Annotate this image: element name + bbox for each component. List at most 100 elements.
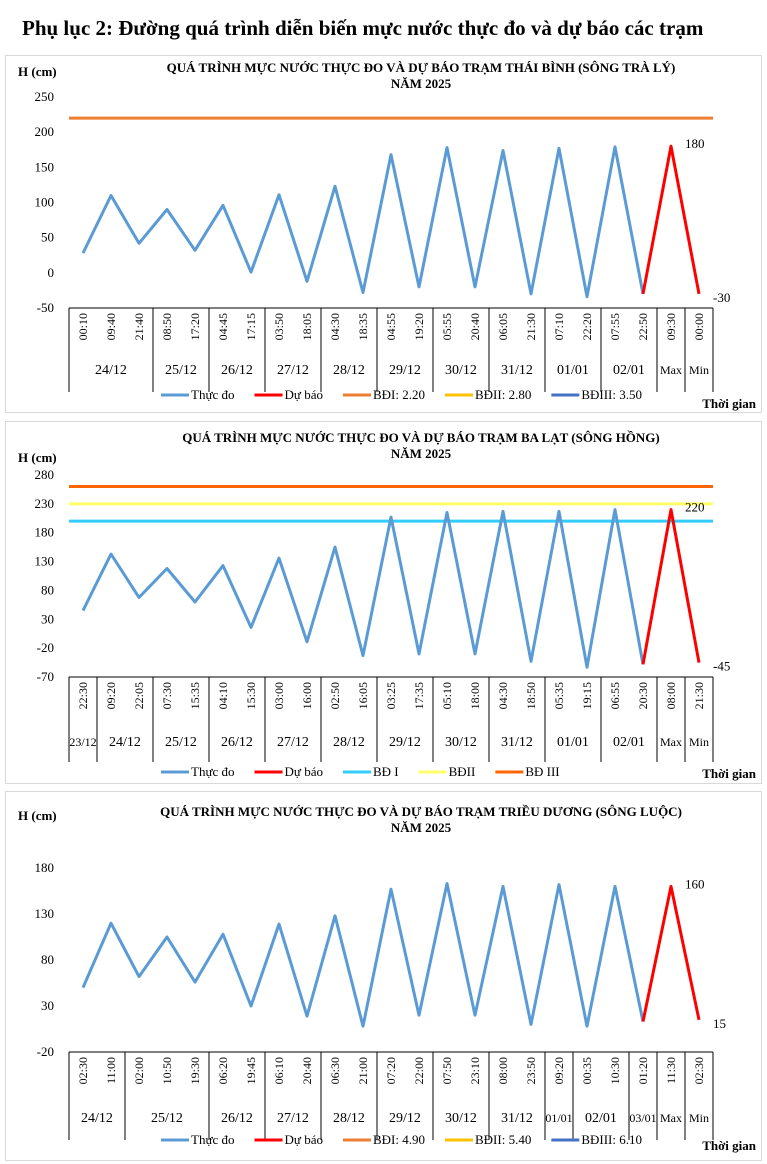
x-tick-label: 01:20: [636, 1057, 650, 1084]
chart-svg: QUÁ TRÌNH MỰC NƯỚC THỰC ĐO VÀ DỰ BÁO TRẠ…: [18, 430, 757, 781]
x-tick-label: 02:30: [692, 1057, 706, 1084]
x-tick-label: 00:35: [580, 1057, 594, 1084]
date-group-label: 26/12: [221, 1111, 253, 1126]
x-tick-label: 06:05: [496, 313, 510, 340]
chart-title: QUÁ TRÌNH MỰC NƯỚC THỰC ĐO VÀ DỰ BÁO TRẠ…: [160, 804, 682, 819]
y-tick-label: 80: [41, 952, 54, 967]
chart-thai-binh: QUÁ TRÌNH MỰC NƯỚC THỰC ĐO VÀ DỰ BÁO TRẠ…: [5, 55, 762, 413]
x-tick-label: 04:55: [384, 313, 398, 340]
data-label: 160: [685, 876, 705, 891]
date-group-label: 24/12: [95, 363, 127, 378]
date-group-label: 30/12: [445, 1111, 477, 1126]
data-label: -45: [713, 659, 730, 674]
chart-subtitle: NĂM 2025: [391, 446, 452, 461]
legend-label: Dự báo: [285, 764, 323, 779]
x-tick-label: 20:40: [300, 1057, 314, 1084]
x-tick-label: 07:55: [608, 313, 622, 340]
date-group-label: 29/12: [389, 1111, 421, 1126]
legend-label: BĐIII: 6.10: [581, 1132, 642, 1147]
chart-subtitle: NĂM 2025: [391, 820, 452, 835]
x-tick-label: 18:35: [356, 313, 370, 340]
y-tick-label: 230: [35, 496, 55, 511]
date-group-label: 30/12: [445, 363, 477, 378]
data-label: 180: [685, 136, 705, 151]
y-tick-label: 150: [35, 159, 55, 174]
legend-label: Thực đo: [191, 1132, 235, 1147]
legend-label: BĐI: 2.20: [373, 387, 425, 402]
x-tick-label: 00:00: [692, 313, 706, 340]
x-tick-label: 18:50: [524, 682, 538, 709]
x-tick-label: 18:05: [300, 313, 314, 340]
x-tick-label: 22:00: [412, 1057, 426, 1084]
x-tick-label: 17:35: [412, 682, 426, 709]
x-tick-label: 15:30: [244, 682, 258, 709]
x-tick-label: 08:50: [160, 313, 174, 340]
chart-title: QUÁ TRÌNH MỰC NƯỚC THỰC ĐO VÀ DỰ BÁO TRẠ…: [182, 430, 660, 445]
x-tick-label: 02:50: [328, 682, 342, 709]
date-group-label: 24/12: [109, 735, 141, 750]
x-tick-label: 08:00: [496, 1057, 510, 1084]
y-tick-label: -50: [37, 300, 54, 315]
date-group-label: 23/12: [69, 735, 96, 749]
series-line-thuc-do: [81, 145, 645, 299]
x-tick-label: 21:30: [692, 682, 706, 709]
x-tick-label: 07:20: [384, 1057, 398, 1084]
x-tick-label: 07:30: [160, 682, 174, 709]
chart-title: QUÁ TRÌNH MỰC NƯỚC THỰC ĐO VÀ DỰ BÁO TRẠ…: [167, 60, 676, 75]
x-tick-label: 23:50: [524, 1057, 538, 1084]
date-group-label: 26/12: [221, 363, 253, 378]
y-tick-label: 80: [41, 582, 54, 597]
date-group-label: 28/12: [333, 363, 365, 378]
date-group-label: 31/12: [501, 735, 533, 750]
x-tick-label: 03:00: [272, 682, 286, 709]
y-axis-label: H (cm): [18, 450, 57, 465]
series-line-du-bao: [641, 884, 701, 1022]
chart-trieu-duong: QUÁ TRÌNH MỰC NƯỚC THỰC ĐO VÀ DỰ BÁO TRẠ…: [5, 791, 762, 1161]
date-group-label: 01/01: [557, 735, 589, 750]
x-tick-label: 02:00: [132, 1057, 146, 1084]
date-group-label: 01/01: [545, 1111, 572, 1125]
date-group-label: Max: [660, 1111, 682, 1125]
date-group-label: 28/12: [333, 1111, 365, 1126]
legend-label: Thực đo: [191, 387, 235, 402]
x-tick-label: 22:30: [76, 682, 90, 709]
y-tick-label: 30: [41, 611, 54, 626]
date-group-label: 29/12: [389, 735, 421, 750]
legend-label: BĐ I: [373, 764, 399, 779]
y-tick-label: -20: [37, 1044, 54, 1059]
date-group-label: 28/12: [333, 735, 365, 750]
date-group-label: 02/01: [585, 1111, 617, 1126]
legend-label: Dự báo: [285, 1132, 323, 1147]
x-tick-label: 09:20: [104, 682, 118, 709]
x-tick-label: 06:30: [328, 1057, 342, 1084]
x-tick-label: 06:10: [272, 1057, 286, 1084]
x-tick-label: 19:45: [244, 1057, 258, 1084]
legend-label: BĐII: 2.80: [475, 387, 531, 402]
x-tick-label: 21:30: [524, 313, 538, 340]
x-tick-label: 02:30: [76, 1057, 90, 1084]
date-group-label: 01/01: [557, 363, 589, 378]
x-tick-label: 20:30: [636, 682, 650, 709]
y-tick-label: 30: [41, 998, 54, 1013]
date-group-label: 25/12: [151, 1111, 183, 1126]
x-tick-label: 10:50: [160, 1057, 174, 1084]
date-group-label: 24/12: [81, 1111, 113, 1126]
y-tick-label: 180: [35, 860, 55, 875]
legend-label: BĐI: 4.90: [373, 1132, 425, 1147]
x-axis-label: Thời gian: [702, 766, 757, 781]
x-tick-label: 21:40: [132, 313, 146, 340]
x-tick-label: 03:50: [272, 313, 286, 340]
x-tick-label: 11:30: [664, 1057, 678, 1084]
date-group-label: 02/01: [613, 735, 645, 750]
x-tick-label: 17:15: [244, 313, 258, 340]
x-axis-label: Thời gian: [702, 396, 757, 411]
date-group-label: 03/01: [629, 1111, 656, 1125]
y-axis-label: H (cm): [18, 808, 57, 823]
chart-svg: QUÁ TRÌNH MỰC NƯỚC THỰC ĐO VÀ DỰ BÁO TRẠ…: [18, 804, 757, 1153]
x-tick-label: 22:50: [636, 313, 650, 340]
x-tick-label: 04:30: [496, 682, 510, 709]
page-title: Phụ lục 2: Đường quá trình diễn biến mực…: [22, 16, 704, 40]
x-tick-label: 10:30: [608, 1057, 622, 1084]
legend-label: BĐIII: 3.50: [581, 387, 642, 402]
x-tick-label: 05:10: [440, 682, 454, 709]
